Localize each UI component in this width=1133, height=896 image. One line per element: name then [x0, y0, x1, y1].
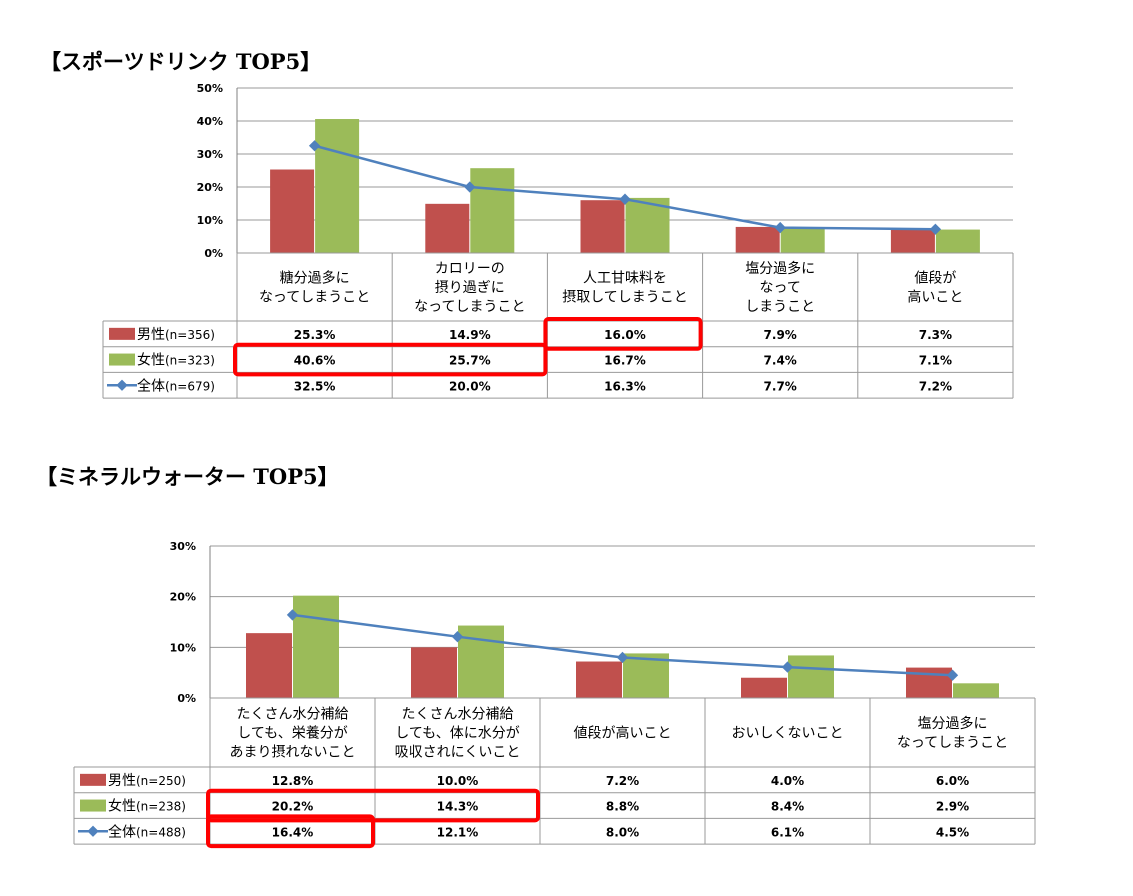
- legend-label-female: 女性(n=323): [137, 352, 215, 369]
- chart-1: 0% 10% 20% 30% たくさん水分補給しても、栄養分があまり摂れないことたくさん…: [73, 540, 1036, 849]
- table-cell-female-3: 8.4%: [771, 800, 804, 814]
- table-cell-female-1: 14.3%: [437, 800, 479, 814]
- highlight-box-1: [206, 814, 375, 849]
- legend-key-male: [109, 327, 135, 340]
- category-label-3: おいしくないこと: [732, 726, 844, 742]
- bar-male-2: [580, 200, 625, 253]
- chart-title-mineral-water: 【ミネラルウォーター TOP5】: [36, 464, 339, 489]
- highlight-box-1: [233, 342, 548, 377]
- table-cell-all-2: 16.3%: [604, 379, 646, 393]
- table-cell-male-1: 10.0%: [437, 774, 479, 788]
- y-tick-label: 20%: [197, 181, 223, 194]
- category-label-4: 値段が高いこと: [907, 271, 963, 306]
- table-cell-all-0: 32.5%: [294, 379, 336, 393]
- bar-female-1: [470, 168, 515, 253]
- bar-male-1: [411, 647, 457, 698]
- table-cell-male-2: 7.2%: [606, 774, 639, 788]
- y-tick-label: 0%: [204, 247, 223, 260]
- table-cell-female-4: 2.9%: [936, 800, 969, 814]
- category-label-4: 塩分過多になってしまうこと: [897, 715, 1008, 751]
- legend-key-male: [80, 773, 106, 786]
- y-tick-label: 30%: [170, 540, 196, 553]
- y-tick-label: 10%: [197, 214, 223, 227]
- legend-key-female: [109, 353, 135, 366]
- table-cell-all-4: 4.5%: [936, 825, 969, 839]
- highlight-box-0: [543, 317, 703, 351]
- line-point-2: [616, 651, 629, 664]
- table-cell-male-4: 6.0%: [936, 774, 969, 788]
- chart-0: 0% 10% 20% 30% 40% 50% 糖分過多になってしまうこと カロリーの摂り過ぎに…: [102, 82, 1014, 399]
- y-tick-label: 40%: [197, 115, 223, 128]
- category-label-0: たくさん水分補給しても、栄養分があまり摂れないこと: [230, 707, 356, 761]
- table-cell-all-0: 16.4%: [272, 825, 314, 839]
- table-cell-male-3: 7.9%: [764, 328, 797, 342]
- bar-female-3: [780, 228, 825, 253]
- table-cell-all-1: 20.0%: [449, 379, 491, 393]
- table-cell-male-0: 12.8%: [272, 774, 314, 788]
- bar-male-2: [576, 661, 622, 698]
- bar-female-0: [293, 595, 339, 698]
- legend-label-all: 全体(n=488): [108, 823, 186, 840]
- table-cell-all-3: 6.1%: [771, 825, 804, 839]
- bar-male-3: [741, 677, 787, 698]
- bar-male-3: [735, 226, 780, 253]
- table-cell-all-4: 7.2%: [919, 379, 952, 393]
- category-label-3: 塩分過多になってしまうこと: [745, 260, 815, 315]
- table-cell-female-0: 40.6%: [294, 354, 336, 368]
- table-cell-male-4: 7.3%: [919, 328, 952, 342]
- line-point-3: [774, 221, 786, 234]
- legend-label-male: 男性(n=356): [137, 327, 215, 343]
- bar-female-4: [935, 229, 980, 253]
- table-cell-all-1: 12.1%: [437, 825, 479, 839]
- bar-female-3: [788, 655, 834, 698]
- category-label-1: たくさん水分補給しても、体に水分が吸収されにくいこと: [395, 707, 521, 761]
- y-tick-label: 0%: [177, 692, 196, 705]
- table-cell-all-3: 7.7%: [764, 379, 797, 393]
- legend-label-all: 全体(n=679): [137, 377, 215, 394]
- category-label-0: 糖分過多になってしまうこと: [259, 270, 370, 306]
- legend-label-male: 男性(n=250): [108, 773, 186, 789]
- line-point-0: [286, 609, 299, 621]
- table-cell-male-1: 14.9%: [449, 328, 491, 342]
- legend-key-marker: [116, 379, 128, 391]
- table-cell-male-2: 16.0%: [604, 328, 646, 342]
- y-tick-label: 10%: [170, 641, 196, 654]
- table-cell-female-3: 7.4%: [764, 354, 797, 368]
- legend-key-marker: [87, 825, 99, 837]
- line-total: [292, 613, 953, 677]
- line-point-4: [946, 669, 959, 681]
- table-cell-female-2: 8.8%: [606, 800, 639, 814]
- bar-female-0: [315, 119, 360, 254]
- table-cell-male-0: 25.3%: [294, 328, 336, 342]
- table-cell-female-2: 16.7%: [604, 354, 646, 368]
- table-cell-male-3: 4.0%: [771, 774, 804, 788]
- y-tick-label: 50%: [197, 82, 223, 95]
- table-cell-all-2: 8.0%: [606, 825, 639, 839]
- line-point-1: [464, 181, 476, 193]
- bar-female-4: [953, 683, 999, 698]
- line-point-2: [619, 193, 631, 205]
- line-point-3: [781, 661, 794, 673]
- bar-male-1: [425, 203, 470, 253]
- bar-male-0: [246, 633, 292, 698]
- line-point-1: [451, 631, 464, 643]
- line-point-4: [929, 223, 942, 235]
- bar-male-0: [270, 169, 315, 253]
- y-tick-label: 20%: [170, 591, 196, 604]
- table-cell-female-1: 25.7%: [449, 354, 491, 368]
- legend-label-female: 女性(n=238): [108, 798, 186, 815]
- category-label-2: 値段が高いこと: [574, 725, 672, 742]
- line-point-0: [308, 140, 321, 152]
- category-label-2: 人工甘味料を摂取してしまうこと: [562, 271, 688, 306]
- category-label-1: カロリーの摂り過ぎになってしまうこと: [414, 261, 525, 315]
- legend-key-female: [80, 799, 106, 812]
- table-cell-female-4: 7.1%: [919, 354, 952, 368]
- y-tick-label: 30%: [197, 148, 223, 161]
- bar-male-4: [890, 228, 935, 253]
- chart-title-sports-drink: 【スポーツドリンク TOP5】: [40, 49, 322, 74]
- table-cell-female-0: 20.2%: [272, 800, 314, 814]
